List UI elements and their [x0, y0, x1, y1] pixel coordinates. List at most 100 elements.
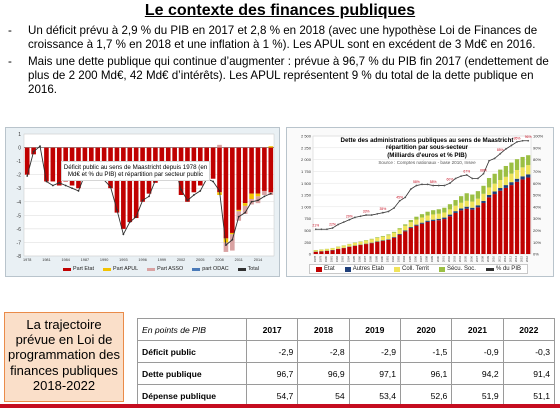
y-tick-label: 500: [304, 228, 311, 233]
total-point: [257, 199, 259, 202]
table-cell: -1,5: [399, 340, 453, 363]
debt-bar: [313, 251, 318, 254]
table-cell: -0,9: [451, 340, 504, 363]
deficit-bar: [236, 209, 242, 212]
total-point: [64, 184, 67, 187]
debt-bar: [442, 212, 447, 218]
table-header-row: En points de PIB 2017 2018 2019 2020 202…: [137, 318, 556, 341]
pct-data-label: 45%: [396, 195, 403, 199]
bullet-item: - Mais une dette publique qui continue d’…: [8, 55, 553, 97]
debt-bar: [509, 182, 514, 186]
deficit-bar: [249, 147, 254, 194]
deficit-bar: [223, 147, 229, 239]
x-tick-label: 2015: [520, 255, 524, 262]
x-tick-label: 1995: [408, 255, 412, 262]
debt-chart-legend: Etat Autres Etab Coll. Territ Sécu. Soc.…: [309, 264, 528, 274]
debt-bar: [330, 248, 335, 250]
debt-bar: [486, 195, 492, 198]
debt-bar: [358, 241, 363, 245]
debt-bar: [459, 196, 464, 203]
legend-label: Etat: [324, 266, 335, 272]
debt-bar: [386, 239, 391, 240]
debt-bar: [403, 225, 408, 231]
debt-chart-caption-line: répartition par sous-secteur: [385, 144, 469, 152]
legend-label: Coll. Territ: [402, 266, 429, 272]
legend-item: Part APUL: [102, 266, 138, 272]
table-cell: -2,9: [348, 340, 401, 363]
debt-bar: [414, 216, 419, 220]
debt-bar: [498, 169, 503, 180]
debt-bar: [419, 214, 425, 218]
total-point: [58, 181, 61, 184]
table-year-header: 2021: [451, 318, 504, 341]
x-tick-label: 1991: [385, 255, 389, 262]
debt-bar: [470, 209, 475, 254]
pct-point: [404, 196, 407, 199]
y2-tick-label: 100%: [533, 134, 544, 139]
deficit-bar: [242, 203, 248, 206]
debt-bar: [509, 173, 514, 183]
debt-bar: [397, 233, 402, 235]
pct-point: [326, 228, 328, 231]
pct-point: [454, 177, 457, 180]
debt-bar: [414, 224, 419, 226]
debt-bar: [503, 176, 508, 186]
deficit-bar: [223, 242, 229, 252]
debt-bar: [380, 240, 385, 242]
deficit-bar: [24, 147, 30, 175]
debt-bar: [436, 209, 441, 214]
deficit-bar: [255, 147, 261, 194]
x-tick-label: 1978: [313, 255, 317, 262]
y2-tick-label: 0%: [533, 252, 539, 257]
pct-data-label: 68%: [480, 168, 487, 172]
legend-item: Sécu. Soc.: [438, 266, 476, 272]
total-point: [77, 190, 80, 192]
x-tick-label: 1990: [380, 255, 384, 262]
pct-point: [387, 210, 390, 213]
debt-bar: [520, 156, 525, 168]
x-tick-label: 1992: [391, 255, 395, 262]
deficit-bar: [262, 147, 267, 191]
table-cell: -2,9: [245, 340, 299, 363]
debt-bar: [380, 236, 385, 241]
deficit-chart-svg: -8 -7 -6 -5 -4 -3 -2 -1 0 1 1978 1981 1984 1987 1990 19…: [17, 132, 275, 262]
pct-point: [365, 214, 368, 216]
debt-bar: [369, 238, 374, 240]
table-header-label: En points de PIB: [137, 318, 247, 341]
debt-bar: [503, 185, 508, 188]
x-tick-label: 2016: [525, 255, 529, 262]
y-tick-label: 1: [18, 132, 21, 138]
debt-bar: [380, 241, 385, 254]
table-cell: 51,1: [502, 384, 556, 407]
legend-label: % du PIB: [495, 266, 521, 272]
pct-point: [521, 139, 524, 142]
pct-point: [415, 184, 418, 187]
pct-point: [527, 139, 530, 142]
total-point: [180, 188, 182, 191]
deficit-bar: [230, 232, 235, 235]
debt-bar: [492, 194, 497, 254]
x-tick-label: 1996: [413, 255, 417, 262]
pct-point: [376, 212, 379, 215]
debt-chart-svg: 0 250 500 750 1 000 1 250 1 500 1 750 2 000 2 250…: [301, 134, 544, 263]
y-tick-label: -6: [17, 227, 22, 233]
deficit-bar: [242, 147, 248, 204]
x-tick-label: 1996: [138, 258, 146, 262]
legend-swatch: [438, 266, 445, 272]
debt-bar: [419, 223, 425, 254]
debt-bar: [363, 240, 369, 244]
debt-bar: [453, 211, 458, 213]
debt-bar: [330, 250, 335, 254]
y2-tick-label: 30%: [533, 216, 541, 221]
debt-bar: [447, 214, 453, 217]
legend-item: part ODAC: [192, 266, 229, 272]
debt-bar: [526, 177, 531, 254]
bullet-marker: -: [8, 55, 12, 68]
x-tick-label: 2005: [196, 258, 204, 262]
debt-bar: [347, 244, 352, 247]
deficit-bar: [56, 147, 62, 186]
debt-bar: [436, 218, 441, 221]
debt-bar: [313, 250, 318, 252]
pct-point: [499, 152, 502, 155]
debt-bar: [336, 246, 341, 249]
